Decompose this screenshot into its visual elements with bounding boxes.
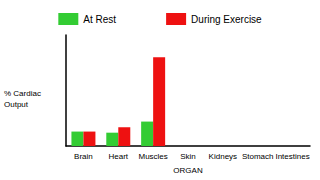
svg-text:Heart: Heart (109, 152, 129, 161)
svg-text:Brain: Brain (74, 152, 93, 161)
svg-text:Skin: Skin (180, 152, 196, 161)
svg-text:Stomach: Stomach (242, 152, 274, 161)
svg-text:Intestines: Intestines (275, 152, 309, 161)
svg-text:ORGAN: ORGAN (173, 166, 203, 175)
svg-text:Kidneys: Kidneys (209, 152, 237, 161)
svg-text:Muscles: Muscles (138, 152, 167, 161)
svg-text:% Cardiac: % Cardiac (4, 89, 43, 98)
svg-text:Output: Output (4, 100, 29, 109)
svg-text:During Exercise: During Exercise (191, 14, 262, 25)
svg-text:At Rest: At Rest (83, 14, 116, 25)
